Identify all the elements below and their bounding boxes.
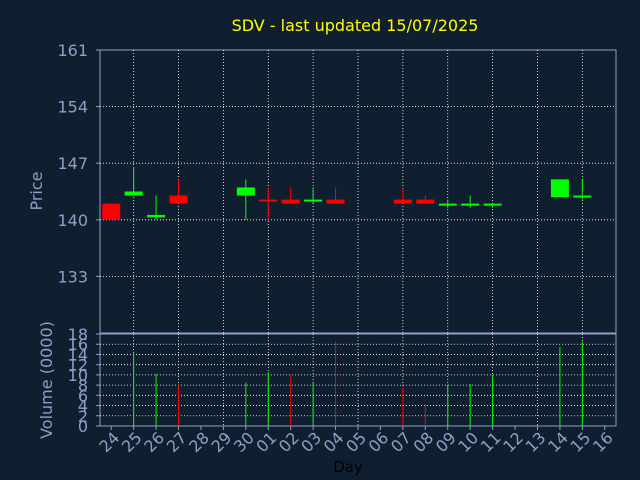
candlesticks xyxy=(102,167,592,220)
price-tick-label: 154 xyxy=(57,98,88,117)
day-tick-label: 16 xyxy=(589,428,617,456)
volume-tick-label: 18 xyxy=(68,325,88,344)
candle-body xyxy=(438,203,457,206)
day-axis-label: Day xyxy=(333,458,363,476)
day-tick-labels: 2425262728293001020304050607080910111213… xyxy=(95,426,617,456)
candle-body xyxy=(573,195,592,198)
candle-body xyxy=(147,214,166,218)
volume-tick-label: 8 xyxy=(78,376,88,395)
candle-body xyxy=(169,195,188,204)
candle-body xyxy=(281,199,300,204)
volume-axis-label: Volume (0000) xyxy=(37,321,56,439)
price-axis-label: Price xyxy=(27,171,46,210)
candle-body xyxy=(393,199,412,204)
volume-tick-label: 6 xyxy=(78,386,88,405)
volume-tick-label: 2 xyxy=(78,407,88,426)
volume-tick-label: 10 xyxy=(68,366,88,385)
volume-tick-label: 0 xyxy=(78,417,88,436)
price-tick-labels: 133 140 147 154 161 xyxy=(57,41,100,286)
price-tick-label: 140 xyxy=(57,211,88,230)
price-tick-label: 147 xyxy=(57,154,88,173)
candle-body xyxy=(259,199,278,202)
volume-grid xyxy=(100,334,616,426)
candle-body xyxy=(483,203,502,206)
candle-body xyxy=(124,191,143,196)
candle-body xyxy=(326,199,345,204)
volume-tick-label: 16 xyxy=(68,335,88,354)
chart-title: SDV - last updated 15/07/2025 xyxy=(232,16,479,35)
candle-body xyxy=(236,187,255,196)
price-tick-label: 161 xyxy=(57,41,88,60)
candle-body xyxy=(461,203,480,206)
volume-tick-label: 14 xyxy=(68,345,88,364)
candle-body xyxy=(304,199,323,202)
candle-body xyxy=(550,179,569,198)
volume-tick-label: 4 xyxy=(78,397,88,416)
price-grid xyxy=(100,50,616,333)
price-tick-label: 133 xyxy=(57,267,88,286)
volume-bars xyxy=(133,341,583,426)
candle-body xyxy=(416,199,435,204)
candle-body xyxy=(102,203,121,220)
volume-tick-label: 12 xyxy=(68,356,88,375)
